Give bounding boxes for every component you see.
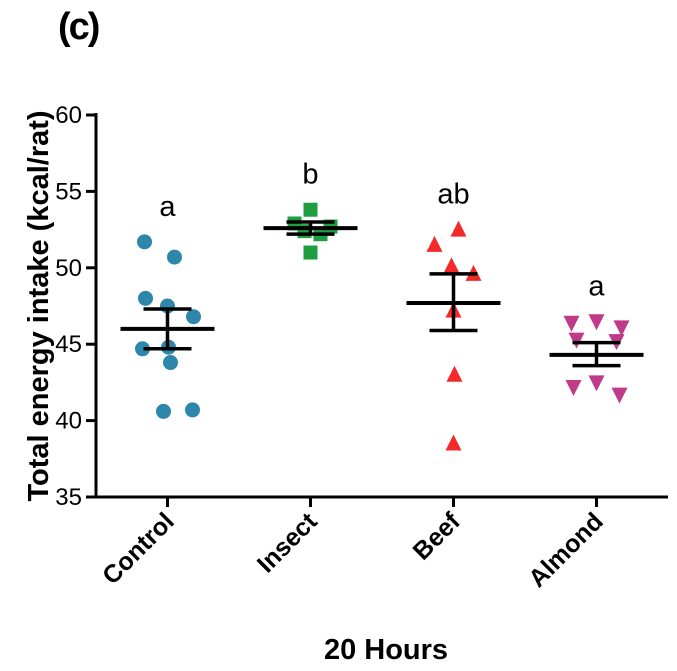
x-tick-label: Beef	[408, 507, 467, 566]
mean-sem-bars	[120, 220, 644, 368]
y-tick-label: 35	[55, 484, 82, 511]
x-tick-label: Almond	[523, 507, 609, 593]
control-point	[163, 355, 178, 371]
insect-significance-letter: b	[302, 159, 318, 191]
control-point	[135, 341, 150, 357]
control-significance-letter: a	[159, 191, 176, 223]
beef-point	[443, 257, 460, 274]
almond-point	[588, 314, 605, 331]
beef-point	[450, 220, 467, 237]
y-tick-label: 40	[55, 408, 82, 435]
y-tick-label: 60	[55, 102, 82, 129]
beef-point	[426, 235, 443, 252]
x-tick-label: Insect	[252, 507, 323, 578]
control-point	[137, 234, 152, 250]
y-tick-label: 50	[55, 255, 82, 282]
almond-point	[568, 332, 585, 349]
almond-point	[613, 320, 630, 337]
control-point	[185, 402, 200, 418]
almond-significance-letter: a	[588, 270, 605, 302]
insect-point	[303, 202, 318, 217]
x-axis-title: 20 Hours	[324, 634, 448, 666]
control-point	[167, 249, 182, 265]
beef-point	[445, 434, 462, 451]
x-tick-label: Control	[97, 507, 180, 590]
almond-point	[565, 379, 582, 396]
control-point	[186, 309, 201, 325]
y-tick-label: 45	[55, 331, 82, 358]
y-axis-title: Total energy intake (kcal/rat)	[23, 110, 55, 501]
almond-point	[588, 375, 605, 392]
y-tick-label: 55	[55, 178, 82, 205]
beef-significance-letter: ab	[437, 179, 469, 211]
data-points	[135, 202, 630, 451]
almond-point	[611, 387, 628, 404]
almond-point	[563, 315, 580, 332]
control-point	[138, 290, 153, 306]
beef-point	[446, 365, 463, 382]
control-point	[156, 403, 171, 419]
panel-label: (c)	[58, 6, 100, 48]
insect-point	[303, 245, 318, 260]
